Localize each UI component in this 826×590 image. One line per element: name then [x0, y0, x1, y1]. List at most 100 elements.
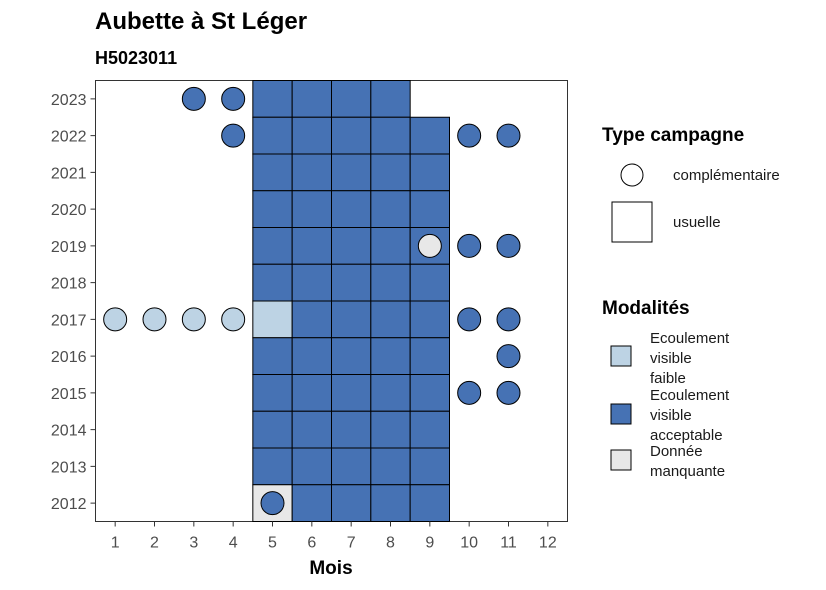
cell-2012-7 — [331, 484, 372, 522]
x-tick-label: 10 — [460, 535, 478, 552]
point-2022-4 — [221, 123, 246, 148]
cell-2016-9 — [409, 337, 450, 375]
point-2012-5 — [260, 491, 285, 516]
cell-2014-6 — [291, 410, 332, 449]
y-tick-label: 2020 — [51, 202, 87, 219]
cell-2022-9 — [409, 116, 450, 155]
x-tick-label: 4 — [229, 535, 238, 552]
y-tick-label: 2016 — [51, 349, 87, 366]
cell-2015-5 — [252, 374, 293, 412]
cell-2021-9 — [409, 153, 450, 192]
complementaire-points — [103, 86, 521, 516]
x-axis-title: Mois — [309, 558, 352, 579]
cell-2016-7 — [331, 337, 372, 375]
legend-modalites-title: Modalités — [602, 298, 690, 319]
cell-2015-6 — [291, 374, 332, 412]
legend-label-manquante: Donnée manquante — [650, 443, 725, 480]
point-2023-3 — [181, 86, 206, 111]
cell-2017-5 — [252, 300, 293, 339]
cell-2021-8 — [370, 153, 411, 192]
cell-2021-5 — [252, 153, 293, 192]
cell-2023-8 — [370, 80, 411, 118]
cell-2012-6 — [291, 484, 332, 522]
cell-2015-7 — [331, 374, 372, 412]
point-2019-9 — [417, 233, 442, 258]
point-2016-11 — [496, 344, 521, 369]
x-tick-label: 6 — [307, 535, 316, 552]
cell-2014-5 — [252, 410, 293, 449]
legend-square-symbol — [611, 201, 653, 243]
cell-2015-9 — [409, 374, 450, 412]
y-tick-label: 2012 — [51, 496, 87, 513]
chart-subtitle: H5023011 — [95, 48, 177, 68]
point-2019-11 — [496, 233, 521, 258]
x-axis: 1 2 3 4 5 6 7 8 9 10 11 12 — [111, 521, 557, 552]
cell-2015-8 — [370, 374, 411, 412]
point-2017-1 — [103, 307, 128, 332]
cell-2019-7 — [331, 227, 372, 265]
legend-type-title: Type campagne — [602, 125, 744, 146]
point-2017-10 — [457, 307, 482, 332]
point-2015-11 — [496, 380, 521, 405]
point-2023-4 — [221, 86, 246, 111]
point-2017-11 — [496, 307, 521, 332]
legend-label-acceptable: Ecoulement visible acceptable — [650, 387, 733, 444]
cell-2012-9 — [409, 484, 450, 522]
y-tick-label: 2014 — [51, 423, 87, 440]
chart-title: Aubette à St Léger — [95, 8, 307, 35]
cell-2020-7 — [331, 190, 372, 228]
cell-2022-7 — [331, 116, 372, 155]
cell-2021-7 — [331, 153, 372, 192]
y-axis: 2012 2013 2014 2015 2016 2017 2018 2019 2020 2021… — [51, 92, 96, 513]
cell-2013-6 — [291, 447, 332, 486]
x-tick-label: 1 — [111, 535, 120, 552]
usuelle-cells — [252, 80, 450, 522]
cell-2023-7 — [331, 80, 372, 118]
cell-2013-9 — [409, 447, 450, 486]
cell-2018-6 — [291, 263, 332, 302]
cell-2017-9 — [409, 300, 450, 339]
cell-2021-6 — [291, 153, 332, 192]
point-2015-10 — [457, 380, 482, 405]
cell-2019-5 — [252, 227, 293, 265]
cell-2014-8 — [370, 410, 411, 449]
y-tick-label: 2015 — [51, 386, 87, 403]
cell-2014-7 — [331, 410, 372, 449]
x-tick-label: 8 — [386, 535, 395, 552]
x-tick-label: 12 — [539, 535, 557, 552]
x-tick-label: 3 — [189, 535, 198, 552]
cell-2022-6 — [291, 116, 332, 155]
cell-2018-8 — [370, 263, 411, 302]
point-2017-4 — [221, 307, 246, 332]
y-tick-label: 2023 — [51, 92, 87, 109]
y-tick-label: 2018 — [51, 276, 87, 293]
cell-2013-8 — [370, 447, 411, 486]
cell-2017-6 — [291, 300, 332, 339]
legend-modalites: Modalités Ecoulement visible faible Ecou… — [602, 298, 733, 480]
point-2019-10 — [457, 233, 482, 258]
cell-2019-6 — [291, 227, 332, 265]
x-tick-label: 5 — [268, 535, 277, 552]
cell-2022-5 — [252, 116, 293, 155]
cell-2023-5 — [252, 80, 293, 118]
cell-2019-8 — [370, 227, 411, 265]
cell-2018-9 — [409, 263, 450, 302]
legend-label-usuelle: usuelle — [673, 214, 721, 231]
legend-swatch-faible — [610, 345, 632, 367]
cell-2023-6 — [291, 80, 332, 118]
cell-2020-5 — [252, 190, 293, 228]
cell-2018-5 — [252, 263, 293, 302]
y-tick-label: 2021 — [51, 165, 87, 182]
x-tick-label: 7 — [347, 535, 356, 552]
legend-swatch-manquante — [610, 449, 632, 471]
point-2022-10 — [457, 123, 482, 148]
cell-2013-5 — [252, 447, 293, 486]
legend-swatch-acceptable — [610, 403, 632, 425]
cell-2020-6 — [291, 190, 332, 228]
cell-2017-8 — [370, 300, 411, 339]
cell-2013-7 — [331, 447, 372, 486]
cell-2016-6 — [291, 337, 332, 375]
cell-2012-8 — [370, 484, 411, 522]
point-2017-3 — [181, 307, 206, 332]
